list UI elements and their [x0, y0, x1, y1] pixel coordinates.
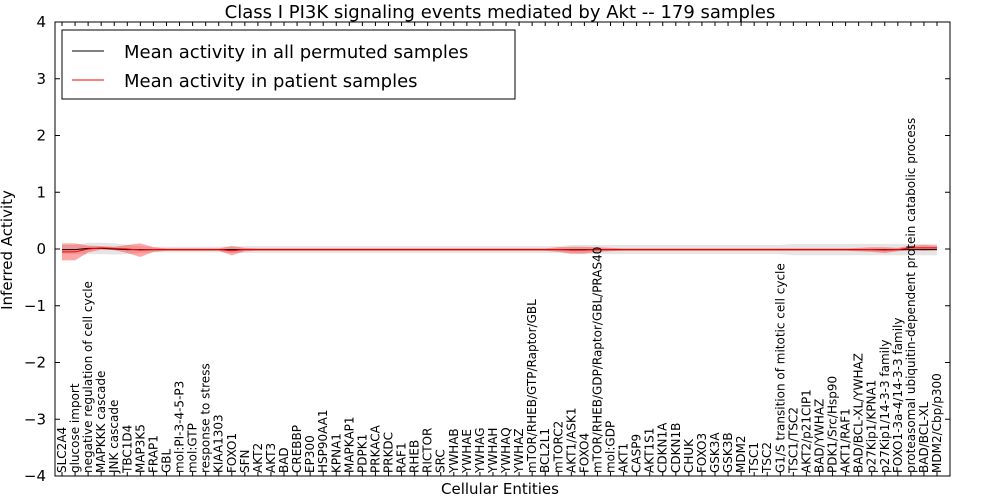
- y-tick-label: −3: [24, 410, 46, 428]
- y-tick-label: −2: [24, 354, 46, 372]
- x-category-label: MDM2: [734, 435, 748, 473]
- y-tick-label: 4: [36, 13, 46, 31]
- x-category-label: MAP3K5: [133, 424, 147, 473]
- x-category-label: YWHAH: [486, 428, 500, 474]
- x-category-label: AKT2: [251, 443, 265, 473]
- x-category-label: G1/S transition of mitotic cell cycle: [773, 263, 787, 473]
- x-category-label: YWHAZ: [512, 428, 526, 474]
- x-category-label: BAD/YWHAZ: [812, 399, 826, 473]
- series-lines: [62, 247, 937, 253]
- x-category-label: CDKN1A: [656, 422, 670, 473]
- x-category-label: mol:GTP: [186, 423, 200, 473]
- x-category-label: AKT1/ASK1: [564, 408, 578, 473]
- x-category-label: mol:GDP: [604, 421, 618, 473]
- x-category-label: PRKACA: [368, 424, 382, 473]
- x-category-label: TSC2: [760, 442, 774, 474]
- x-category-label: FOXO3: [695, 433, 709, 473]
- x-category-label: KPNA1: [329, 433, 343, 473]
- x-category-label: TSC1: [747, 442, 761, 474]
- x-category-label: AKT3: [264, 443, 278, 473]
- series-band: [62, 243, 937, 261]
- x-category-label: SRC: [434, 449, 448, 473]
- series-band: [62, 242, 937, 256]
- x-category-label: YWHAG: [473, 427, 487, 474]
- x-category-label: negative regulation of cell cycle: [81, 281, 95, 473]
- x-category-label: FRAP1: [146, 435, 160, 473]
- x-category-label: FOXO1: [225, 433, 239, 473]
- y-tick-label: −4: [24, 467, 46, 485]
- x-category-label: PDK1/Src/Hsp90: [826, 376, 840, 473]
- x-category-label: PRKDC: [381, 432, 395, 473]
- x-category-label: YWHAE: [460, 429, 474, 474]
- legend-box: [61, 29, 516, 100]
- x-category-label: mTOR/RHEB/GTP/Raptor/GBL: [525, 299, 539, 473]
- legend-entry: Mean activity in patient samples: [124, 71, 418, 92]
- x-category-label: FOXO4: [577, 433, 591, 473]
- x-category-label: BCL2L1: [538, 428, 552, 473]
- x-category-label: GBL: [159, 448, 173, 473]
- x-category-label: BAD: [277, 447, 291, 473]
- x-category-label: mTOR/RHEB/GDP/Raptor/GBL/PRAS40: [590, 247, 604, 473]
- x-category-label: BAD/BCL-XL: [917, 401, 931, 473]
- x-axis-ticks: [61, 22, 938, 476]
- x-category-label: HSP90AA1: [316, 409, 330, 473]
- x-category-label: MDM2/Cbp/p300: [930, 373, 944, 473]
- x-category-label: SFN: [238, 450, 252, 474]
- x-category-label: SLC2A4: [55, 427, 69, 473]
- x-category-label: BAD/BCL-XL/YWHAZ: [852, 353, 866, 473]
- x-category-label: YWHAQ: [499, 427, 513, 474]
- x-category-label: response to stress: [199, 363, 213, 473]
- x-category-label: RHEB: [408, 440, 422, 473]
- x-category-label: MAPKAP1: [342, 416, 356, 473]
- y-tick-label: −1: [24, 297, 46, 315]
- x-category-label: YWHAB: [447, 428, 461, 474]
- legend: Mean activity in all permuted samples Mea…: [61, 29, 516, 100]
- x-category-label: AKT2/p21CIP1: [799, 389, 813, 473]
- x-category-label: TBC1D4: [120, 425, 134, 474]
- x-category-label: MAPKKK cascade: [94, 371, 108, 473]
- x-axis-label: Cellular Entities: [441, 480, 559, 498]
- y-axis-label: Inferred Activity: [0, 190, 16, 310]
- x-category-label: mol:PI-3-4-5-P3: [173, 381, 187, 473]
- x-category-label: CHUK: [682, 438, 696, 473]
- y-tick-label: 3: [36, 70, 46, 88]
- chart-title: Class I PI3K signaling events mediated b…: [225, 2, 776, 23]
- x-category-label: mTORC2: [551, 421, 565, 473]
- x-category-label: AKT1/RAF1: [839, 408, 853, 473]
- y-tick-label: 2: [36, 127, 46, 145]
- x-category-label: p27Kip1/KPNA1: [865, 380, 879, 473]
- x-category-label: KIAA1303: [212, 414, 226, 473]
- x-category-label: PDPK1: [355, 434, 369, 473]
- y-axis-ticks: 4 3 2 1 0 −1 −2 −3 −4: [24, 13, 950, 485]
- x-category-label: EP300: [303, 435, 317, 473]
- x-category-label: CASP9: [630, 434, 644, 473]
- x-category-label: FOXO1-3a-4/14-3-3 family: [891, 318, 905, 474]
- x-category-label: GSK3B: [721, 432, 735, 473]
- y-tick-label: 1: [36, 183, 46, 201]
- x-category-label: CDKN1B: [669, 423, 683, 473]
- x-category-label: AKT1: [617, 443, 631, 473]
- x-category-label: GSK3A: [708, 432, 722, 473]
- x-category-label: JNK cascade: [107, 400, 121, 474]
- x-category-label: RICTOR: [421, 428, 435, 473]
- x-category-label: TSC1/TSC2: [786, 407, 800, 474]
- legend-entry: Mean activity in all permuted samples: [124, 42, 468, 63]
- x-category-label: AKT1S1: [643, 428, 657, 473]
- y-tick-label: 0: [36, 240, 46, 258]
- confidence-bands: [62, 242, 937, 261]
- x-category-label: glucose import: [68, 383, 82, 473]
- x-category-label: p27Kip1/14-3-3 family: [878, 340, 892, 473]
- plot-frame: [54, 21, 951, 477]
- category-labels: SLC2A4 glucose import negative regulation …: [55, 118, 944, 474]
- x-category-label: RAF1: [395, 442, 409, 473]
- x-category-label: CREBBP: [290, 425, 304, 473]
- x-category-label: proteasomal ubiquitin-dependent protein …: [904, 118, 918, 473]
- series-line: [62, 247, 937, 253]
